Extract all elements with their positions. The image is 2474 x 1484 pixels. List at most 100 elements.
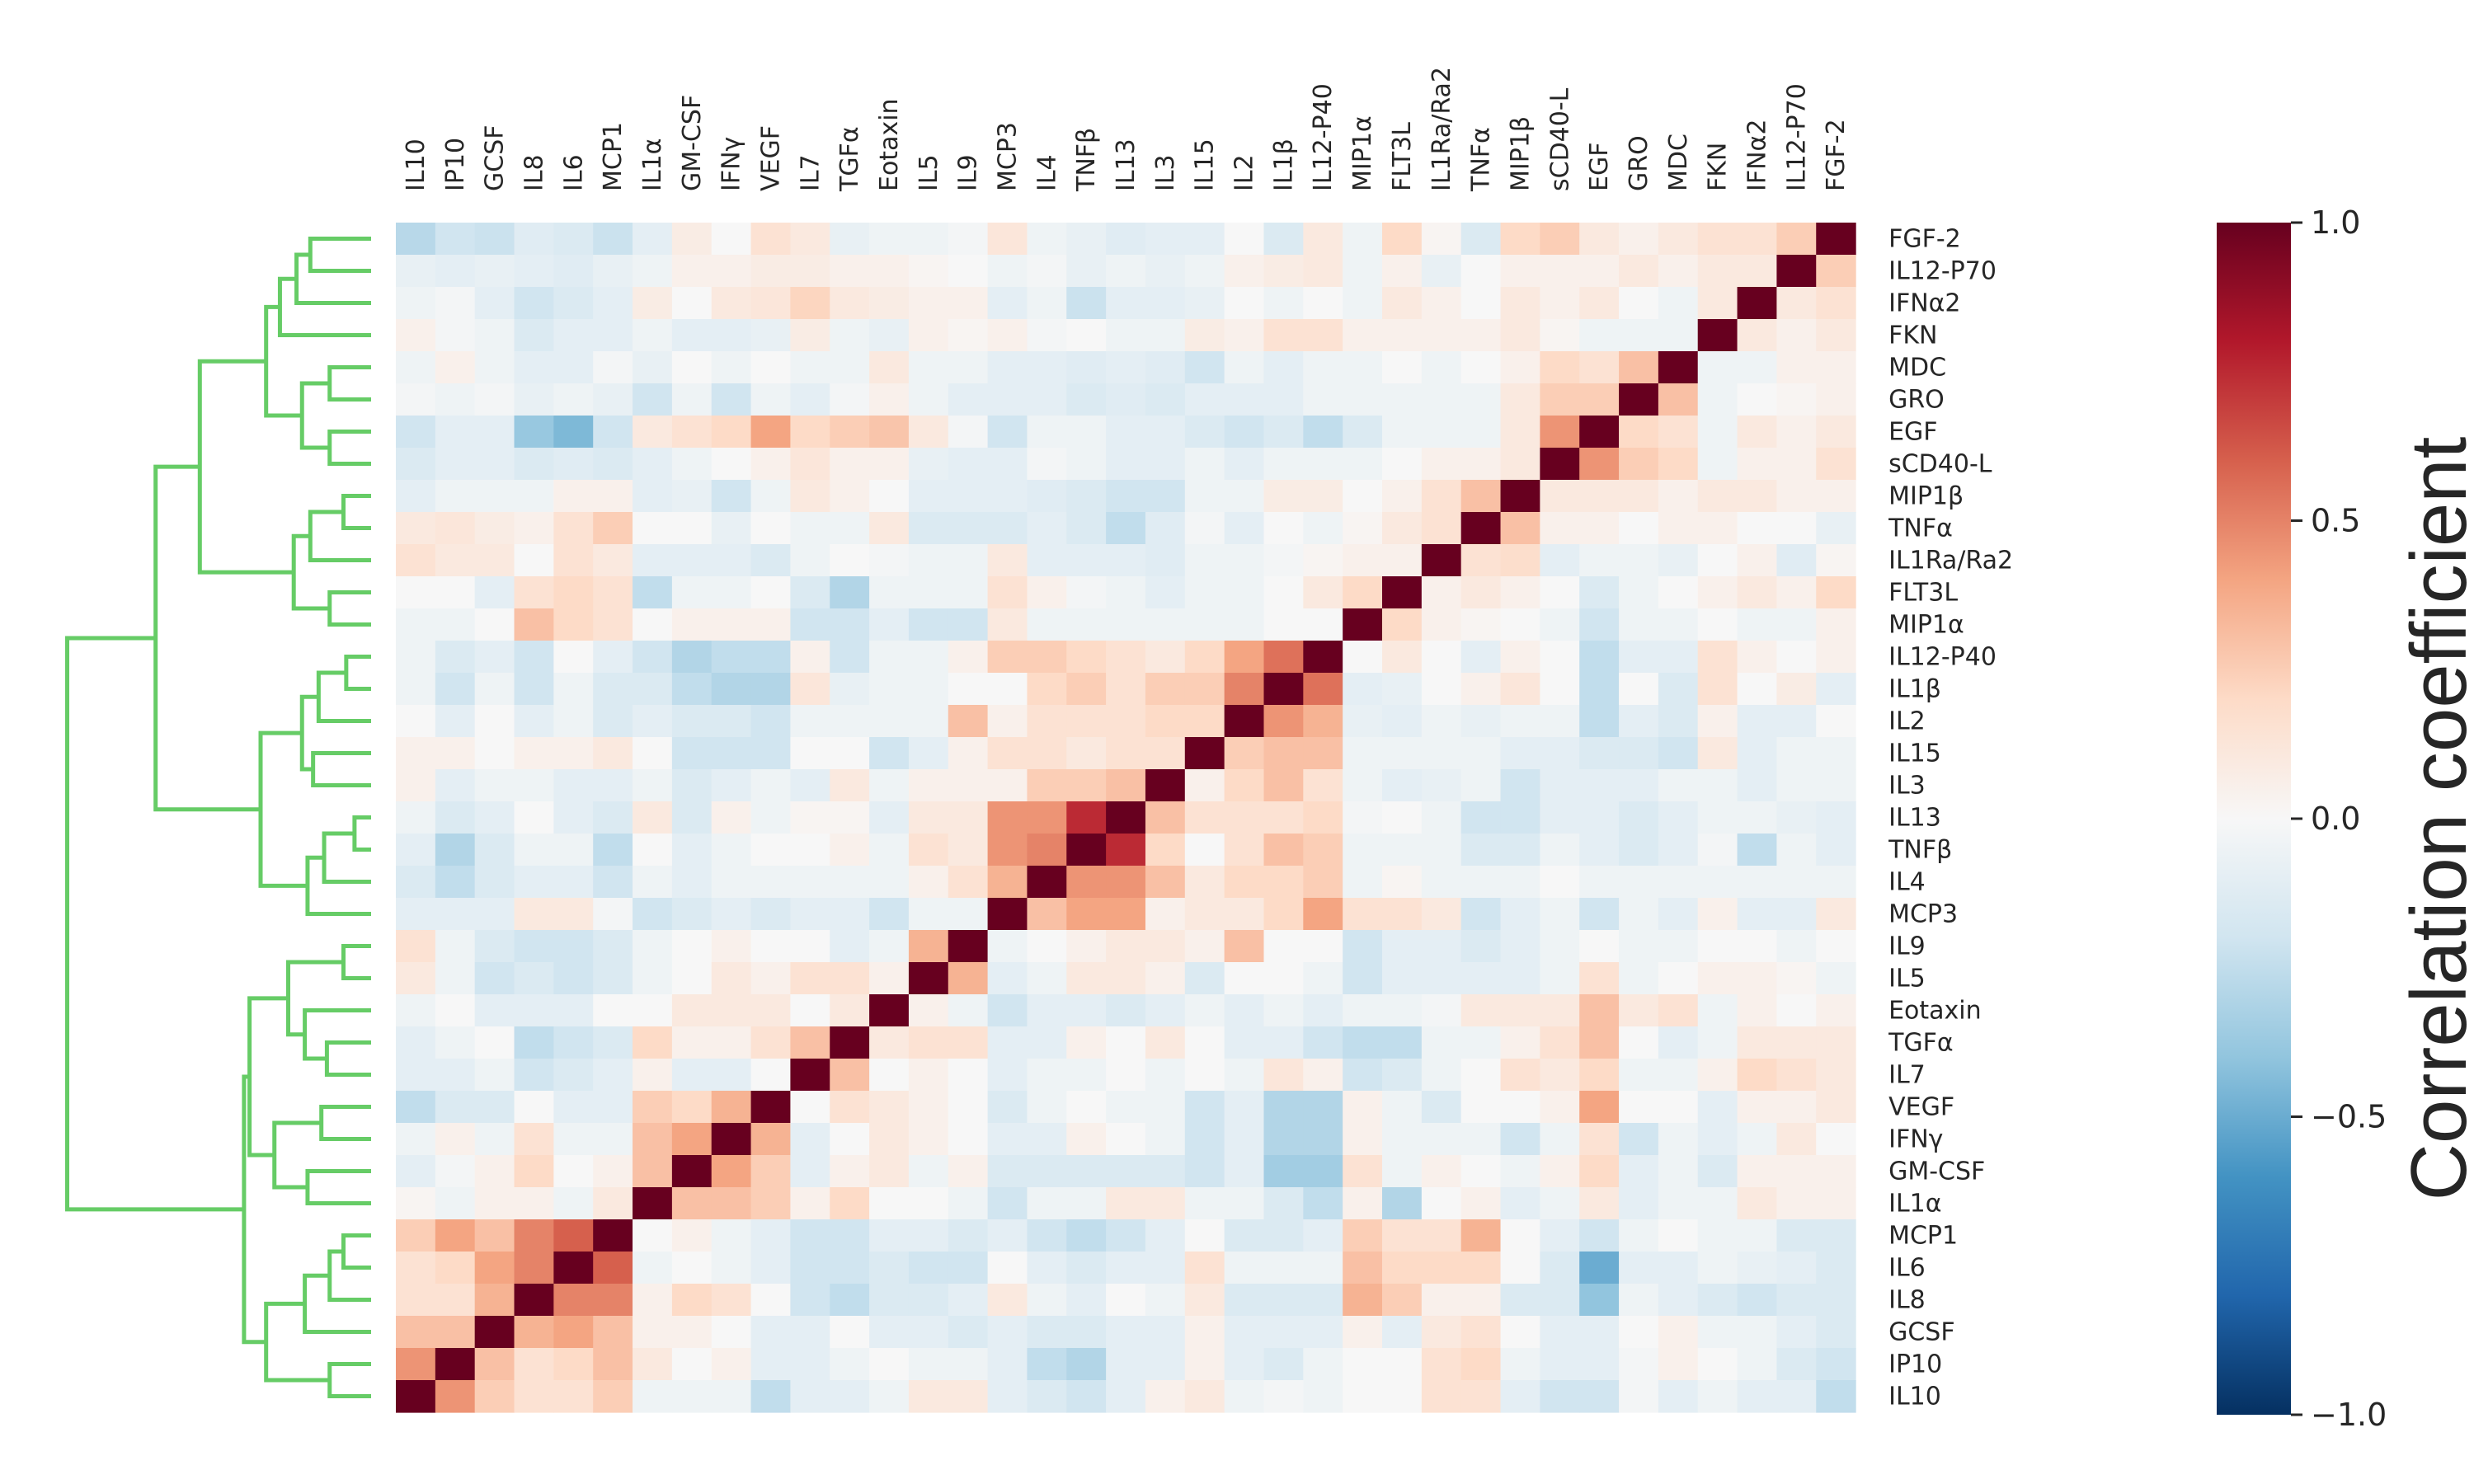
heatmap-cell-TNFβ-IL12-P40 (1303, 834, 1343, 866)
heatmap-cell-sCD40-L-IFNγ (711, 448, 752, 481)
heatmap-cell-IL13-MDC (1658, 801, 1699, 834)
heatmap-cell-GM-CSF-GRO (1619, 1155, 1659, 1188)
heatmap-cell-IL8-FKN (1697, 1284, 1738, 1317)
dendrogram-link (299, 694, 319, 772)
heatmap-cell-IL8-TNFβ (1066, 1284, 1107, 1317)
heatmap-cell-IL5-IL5 (908, 962, 949, 995)
heatmap-cell-MIP1α-IL1Ra/Ra2 (1421, 608, 1462, 641)
heatmap-cell-IL1Ra/Ra2-IP10 (435, 544, 476, 577)
column-label: MIP1β (1506, 116, 1535, 191)
heatmap-cell-IL12-P70-IL12-P70 (1776, 255, 1817, 288)
dendrogram-link (277, 276, 371, 337)
heatmap-cell-GM-CSF-IL12-P40 (1303, 1155, 1343, 1188)
heatmap-cell-IL8-IL9 (948, 1284, 989, 1317)
heatmap-cell-IL2-IL1Ra/Ra2 (1421, 705, 1462, 738)
heatmap-cell-IL3-FLT3L (1382, 769, 1423, 802)
heatmap-cell-IL9-IL9 (948, 930, 989, 963)
heatmap-cell-MDC-IFNα2 (1737, 351, 1777, 384)
heatmap-cell-IL1Ra/Ra2-MDC (1658, 544, 1699, 577)
heatmap-cell-IL12-P70-TGFα (830, 255, 870, 288)
heatmap-cell-IL13-MCP1 (593, 801, 633, 834)
heatmap-cell-IL12-P70-MDC (1658, 255, 1699, 288)
heatmap-cell-IL12-P70-EGF (1579, 255, 1620, 288)
heatmap-cell-IL1β-MCP1 (593, 673, 633, 706)
column-label: IP10 (441, 138, 470, 191)
row-label: Eotaxin (1888, 997, 1982, 1026)
heatmap-cell-MDC-IL1β (1263, 351, 1304, 384)
heatmap-cell-IL13-TNFα (1460, 801, 1502, 834)
heatmap-cell-IL1β-FGF-2 (1816, 673, 1856, 706)
heatmap-cell-sCD40-L-GRO (1619, 448, 1659, 481)
heatmap-cell-FKN-IL1α (633, 319, 673, 352)
column-label: GM-CSF (678, 95, 707, 191)
heatmap-cell-IL12-P70-Eotaxin (869, 255, 910, 288)
heatmap-cell-IL6-IL7 (790, 1252, 830, 1284)
column-label: IL9 (954, 154, 983, 191)
row-label: EGF (1888, 418, 1937, 447)
heatmap-cell-IL6-VEGF (750, 1252, 791, 1284)
heatmap-cell-IL3-IL12-P70 (1776, 769, 1817, 802)
heatmap-cell-IL4-IL8 (514, 866, 554, 899)
heatmap-cell-IL5-IL6 (553, 962, 594, 995)
heatmap-cell-IFNα2-IL1α (633, 287, 673, 320)
heatmap-cell-IL7-GCSF (474, 1059, 515, 1092)
heatmap-cell-IL10-VEGF (750, 1380, 791, 1413)
heatmap-cell-GCSF-IL6 (553, 1316, 594, 1349)
heatmap-cell-IL12-P70-IL8 (514, 255, 554, 288)
heatmap-cell-IL1α-TNFβ (1066, 1187, 1107, 1220)
heatmap-cell-MIP1α-IL12-P70 (1776, 608, 1817, 641)
dendrogram-link (322, 831, 371, 884)
heatmap-cell-IL7-IL7 (790, 1059, 830, 1092)
heatmap-cell-IL12-P40-TNFα (1460, 641, 1502, 674)
heatmap-cell-IL1Ra/Ra2-IL7 (790, 544, 830, 577)
heatmap-cell-Eotaxin-IL15 (1184, 994, 1225, 1027)
heatmap-cell-IL9-IL12-P40 (1303, 930, 1343, 963)
heatmap-cell-MDC-MIP1α (1343, 351, 1383, 384)
heatmap-cell-IL3-IL6 (553, 769, 594, 802)
heatmap-cell-IL12-P70-IL4 (1027, 255, 1067, 288)
heatmap-cell-GRO-IL1β (1263, 383, 1304, 416)
heatmap-cell-IL1Ra/Ra2-TGFα (830, 544, 870, 577)
heatmap-cell-Eotaxin-GM-CSF (671, 994, 713, 1027)
heatmap-cell-IL6-IFNα2 (1737, 1252, 1777, 1284)
column-label: IL2 (1230, 154, 1259, 191)
heatmap-cell-TNFβ-sCD40-L (1540, 834, 1580, 866)
heatmap-cell-sCD40-L-IL9 (948, 448, 989, 481)
heatmap-cell-VEGF-IL1Ra/Ra2 (1421, 1091, 1462, 1124)
heatmap-cell-GRO-MDC (1658, 383, 1699, 416)
heatmap-cell-MDC-IL13 (1106, 351, 1146, 384)
heatmap-cell-TGFα-IP10 (435, 1026, 476, 1059)
heatmap-cell-GM-CSF-MCP1 (593, 1155, 633, 1188)
heatmap-cell-IL8-IL15 (1184, 1284, 1225, 1317)
heatmap-cell-IL13-IL1β (1263, 801, 1304, 834)
heatmap-cell-FKN-IL4 (1027, 319, 1067, 352)
heatmap-cell-IL3-EGF (1579, 769, 1620, 802)
heatmap-cell-MIP1α-TNFβ (1066, 608, 1107, 641)
heatmap-cell-IL1Ra/Ra2-IL3 (1145, 544, 1186, 577)
heatmap-cell-IFNα2-IL3 (1145, 287, 1186, 320)
heatmap-cell-IL10-IL3 (1145, 1380, 1186, 1413)
heatmap-cell-IL15-MCP1 (593, 737, 633, 770)
heatmap-cell-IL7-TNFβ (1066, 1059, 1107, 1092)
heatmap-cell-MCP3-IL6 (553, 898, 594, 931)
heatmap-cell-IL2-MIP1β (1500, 705, 1540, 738)
heatmap-cell-IL12-P70-IFNγ (711, 255, 752, 288)
heatmap-cell-IL6-IL1β (1263, 1252, 1304, 1284)
heatmap-cell-IL10-IL2 (1224, 1380, 1265, 1413)
heatmap-cell-sCD40-L-IL1β (1263, 448, 1304, 481)
heatmap-cell-MCP1-IL2 (1224, 1219, 1265, 1252)
heatmap-cell-Eotaxin-IP10 (435, 994, 476, 1027)
heatmap-cell-IL8-MIP1β (1500, 1284, 1540, 1317)
heatmap-cell-IL12-P70-IL1β (1263, 255, 1304, 288)
heatmap-cell-IL3-IFNα2 (1737, 769, 1777, 802)
heatmap-cell-IL12-P40-sCD40-L (1540, 641, 1580, 674)
heatmap-cell-TNFβ-VEGF (750, 834, 791, 866)
heatmap-cell-IP10-FKN (1697, 1348, 1738, 1381)
heatmap-cell-IL1α-IL5 (908, 1187, 949, 1220)
column-label: FKN (1704, 143, 1733, 191)
heatmap-cell-IFNα2-IL8 (514, 287, 554, 320)
heatmap-cell-IL5-IL1β (1263, 962, 1304, 995)
heatmap-cell-TNFα-IL4 (1027, 512, 1067, 545)
heatmap-cell-IP10-IFNα2 (1737, 1348, 1777, 1381)
heatmap-cell-FLT3L-IP10 (435, 576, 476, 609)
